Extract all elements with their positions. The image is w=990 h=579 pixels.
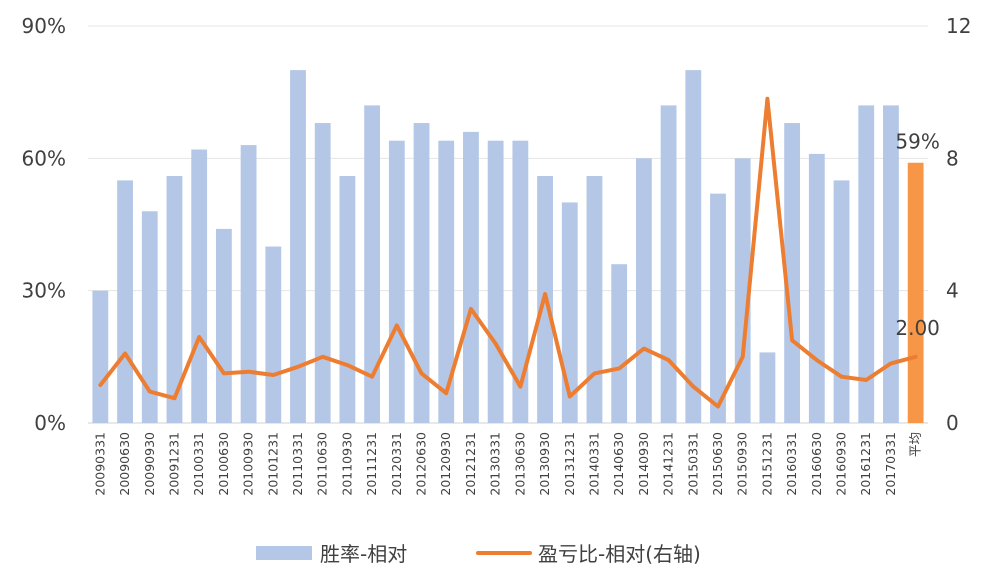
bar (240, 145, 257, 423)
category-label: 20150930 (735, 432, 750, 496)
category-label: 20150630 (710, 432, 725, 496)
category-label: 20130331 (488, 432, 503, 496)
category-label: 20090930 (142, 432, 157, 496)
category-label: 20090331 (92, 432, 107, 496)
bar (660, 105, 677, 424)
data-labels: 59% 2.00 (895, 130, 940, 340)
left-axis-tick-label: 30% (22, 279, 66, 303)
category-label: 20140331 (586, 432, 601, 496)
legend-label-line: 盈亏比-相对(右轴) (538, 542, 701, 566)
category-label: 20110630 (315, 432, 330, 496)
bar (413, 123, 430, 424)
category-label: 20160630 (809, 432, 824, 496)
bar (635, 158, 652, 424)
bar (290, 70, 306, 423)
category-label: 20160331 (784, 432, 799, 496)
category-label: 20160930 (834, 432, 849, 496)
category-label: 20100331 (191, 432, 206, 496)
category-label: 20141231 (661, 432, 676, 496)
category-label: 20110331 (290, 432, 305, 496)
bar (141, 211, 158, 423)
bar (759, 352, 776, 423)
left-axis-tick-label: 60% (22, 146, 66, 170)
right-axis-tick-label: 4 (946, 279, 959, 303)
legend: 胜率-相对 盈亏比-相对(右轴) (256, 542, 701, 566)
category-labels: 20090331 20090630 20090930 20091231 20100331… (92, 432, 922, 496)
category-label: 20131231 (562, 432, 577, 496)
bar (883, 105, 899, 424)
legend-label-bars: 胜率-相对 (320, 542, 407, 566)
bar (561, 202, 578, 423)
left-axis-tick-label: 0% (34, 411, 66, 435)
bar (117, 180, 133, 423)
category-label: 20111231 (364, 432, 379, 496)
bar (734, 158, 751, 424)
bar (364, 105, 381, 424)
category-label: 20121231 (463, 432, 478, 496)
category-label: 20120930 (438, 432, 453, 496)
bar (265, 246, 282, 423)
left-axis-ticks: 0% 30% 60% 90% (22, 14, 66, 435)
category-label: 20130630 (512, 432, 527, 496)
bar (685, 70, 702, 423)
average-bar-label: 59% (895, 130, 939, 154)
average-bar (907, 162, 924, 423)
bar (438, 140, 455, 423)
bar (833, 180, 850, 423)
line-path (98, 96, 918, 409)
bar (858, 105, 875, 424)
bar (92, 290, 109, 423)
category-label: 20140630 (611, 432, 626, 496)
bar (586, 175, 603, 423)
category-label: 20120331 (389, 432, 404, 496)
category-label: 20161231 (858, 432, 873, 496)
category-label: 20100630 (216, 432, 231, 496)
bar (388, 140, 405, 423)
category-label: 20151231 (759, 432, 774, 496)
legend-swatch-bars (256, 546, 312, 560)
bar (463, 131, 479, 423)
category-label: 20101231 (265, 432, 280, 496)
category-label: 20140930 (636, 432, 651, 496)
category-label: 20090630 (117, 432, 132, 496)
right-axis-ticks: 0 4 8 12 (946, 14, 971, 435)
bar (166, 175, 183, 423)
bar-series (92, 70, 924, 424)
bar (191, 149, 208, 423)
right-axis-tick-label: 12 (946, 14, 971, 38)
bar (314, 123, 331, 424)
category-label: 20130930 (537, 432, 552, 496)
category-label: 20110930 (339, 432, 354, 496)
line-series (98, 96, 918, 409)
category-label: 20100930 (241, 432, 256, 496)
bar (808, 153, 825, 423)
category-label: 平均 (908, 432, 923, 457)
left-axis-tick-label: 90% (22, 14, 66, 38)
right-axis-tick-label: 8 (946, 146, 959, 170)
bar (339, 175, 356, 423)
category-label: 20150331 (685, 432, 700, 496)
bar (215, 228, 232, 423)
bar (487, 140, 504, 423)
bar (512, 140, 529, 423)
average-line-label: 2.00 (895, 316, 940, 340)
bar (611, 264, 628, 423)
bar (784, 123, 801, 424)
category-label: 20120630 (414, 432, 429, 496)
bar (710, 193, 726, 423)
right-axis-tick-label: 0 (946, 411, 959, 435)
category-label: 20091231 (166, 432, 181, 496)
category-label: 20170331 (883, 432, 898, 496)
